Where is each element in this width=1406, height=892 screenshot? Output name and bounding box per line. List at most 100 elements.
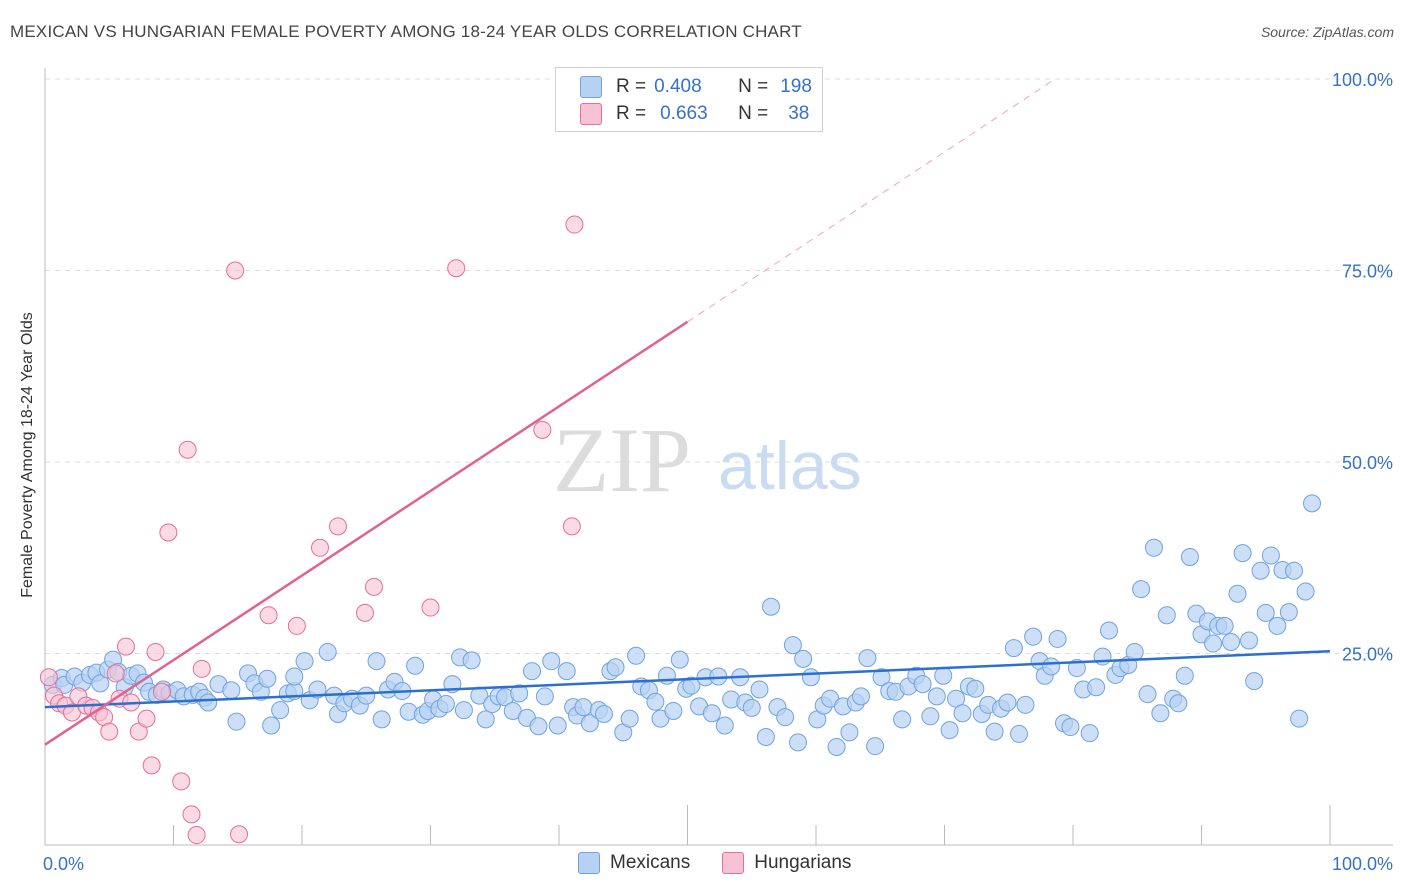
data-point-mexicans	[523, 662, 542, 681]
data-point-hungarians	[152, 682, 171, 701]
data-point-hungarians	[178, 440, 197, 459]
data-point-mexicans	[476, 710, 495, 729]
data-point-hungarians	[182, 805, 201, 824]
data-point-mexicans	[682, 676, 701, 695]
data-point-mexicans	[1132, 580, 1151, 599]
data-point-mexicans	[921, 707, 940, 726]
grid-lines	[45, 78, 1393, 654]
legend-item-hungarians[interactable]: Hungarians	[722, 852, 851, 874]
data-point-mexicans	[462, 651, 481, 670]
data-point-mexicans	[966, 679, 985, 698]
data-point-mexicans	[1125, 642, 1144, 661]
data-point-mexicans	[357, 686, 376, 705]
data-point-hungarians	[192, 659, 211, 678]
data-point-hungarians	[146, 642, 165, 661]
data-point-mexicans	[794, 649, 813, 668]
data-point-mexicans	[1087, 678, 1106, 697]
data-point-mexicans	[1042, 657, 1061, 676]
trend-line-mexicans	[44, 649, 1331, 709]
data-point-mexicans	[510, 684, 529, 703]
legend-swatch-mexicans	[578, 852, 600, 874]
data-point-hungarians	[39, 668, 58, 687]
data-point-hungarians	[259, 606, 278, 625]
legend-n-label: N =	[738, 76, 769, 97]
data-point-mexicans	[934, 666, 953, 685]
data-point-mexicans	[646, 692, 665, 711]
legend-n-value: 38	[788, 103, 810, 124]
data-point-hungarians	[421, 598, 440, 617]
y-tick-label: 50.0%	[1342, 453, 1393, 473]
trend-line-hungarians	[44, 320, 689, 746]
data-point-mexicans	[285, 667, 304, 686]
data-point-mexicans	[1290, 709, 1309, 728]
data-point-mexicans	[1222, 633, 1241, 652]
data-point-mexicans	[657, 666, 676, 685]
data-point-mexicans	[1144, 538, 1163, 557]
data-point-mexicans	[1151, 704, 1170, 723]
legend-swatch-hungarians	[580, 103, 602, 125]
data-point-hungarians	[142, 756, 161, 775]
legend-item-mexicans[interactable]: Mexicans	[578, 852, 690, 874]
data-point-mexicans	[295, 652, 314, 671]
data-point-hungarians	[100, 722, 119, 741]
data-point-mexicans	[953, 704, 972, 723]
data-point-mexicans	[574, 698, 593, 717]
data-point-mexicans	[529, 717, 548, 736]
data-point-mexicans	[998, 693, 1017, 712]
data-point-mexicans	[308, 680, 327, 699]
data-point-mexicans	[866, 737, 885, 756]
axes	[44, 68, 1393, 846]
y-tick-label: 100.0%	[1332, 70, 1393, 90]
data-point-mexicans	[1048, 629, 1067, 648]
data-point-mexicans	[548, 716, 567, 735]
data-point-hungarians	[562, 517, 581, 536]
legend-r-label: R =	[616, 76, 647, 97]
legend-n-value: 198	[780, 76, 812, 97]
data-point-mexicans	[927, 687, 946, 706]
data-point-mexicans	[372, 710, 391, 729]
data-point-mexicans	[1240, 631, 1259, 650]
data-point-mexicans	[1279, 603, 1298, 622]
data-point-mexicans	[840, 723, 859, 742]
series-mexicans	[43, 494, 1322, 756]
data-point-mexicans	[762, 597, 781, 616]
data-point-mexicans	[940, 721, 959, 740]
legend-row-mexicans: R = 0.408 N = 198	[580, 75, 812, 99]
data-point-mexicans	[670, 650, 689, 669]
tick-labels: 100.0% 75.0% 50.0% 25.0% 0.0% 100.0%	[43, 70, 1393, 874]
data-point-hungarians	[226, 261, 245, 280]
source-label: Source: ZipAtlas.com	[1260, 24, 1394, 40]
trend-line-hungarians-extension	[687, 78, 1056, 323]
data-point-hungarians	[159, 523, 178, 542]
data-point-hungarians	[533, 420, 552, 439]
data-point-mexicans	[1233, 544, 1252, 563]
data-point-mexicans	[985, 722, 1004, 741]
data-point-mexicans	[627, 646, 646, 665]
data-point-mexicans	[594, 705, 613, 724]
data-point-mexicans	[702, 704, 721, 723]
data-point-hungarians	[137, 709, 156, 728]
legend-n-label: N =	[738, 103, 769, 124]
data-point-mexicans	[606, 658, 625, 677]
data-point-mexicans	[1204, 634, 1223, 653]
legend-r-value: 0.408	[654, 76, 702, 97]
data-point-mexicans	[664, 701, 683, 720]
data-point-mexicans	[1061, 718, 1080, 737]
data-point-mexicans	[1099, 621, 1118, 640]
data-point-mexicans	[1285, 561, 1304, 580]
x-tick-label: 100.0%	[1332, 854, 1393, 874]
data-point-mexicans	[827, 737, 846, 756]
data-point-mexicans	[535, 687, 554, 706]
data-point-mexicans	[557, 662, 576, 681]
x-tick-label: 0.0%	[43, 854, 84, 874]
data-point-mexicans	[715, 716, 734, 735]
chart-title: MEXICAN VS HUNGARIAN FEMALE POVERTY AMON…	[10, 22, 802, 41]
correlation-legend: R = 0.408 N = 198 R = 0.663 N = 38	[555, 67, 823, 132]
data-point-mexicans	[199, 693, 218, 712]
data-point-mexicans	[1067, 659, 1086, 678]
data-point-mexicans	[620, 709, 639, 728]
data-point-mexicans	[367, 652, 386, 671]
legend-label-mexicans: Mexicans	[610, 852, 691, 873]
data-point-mexicans	[542, 652, 561, 671]
